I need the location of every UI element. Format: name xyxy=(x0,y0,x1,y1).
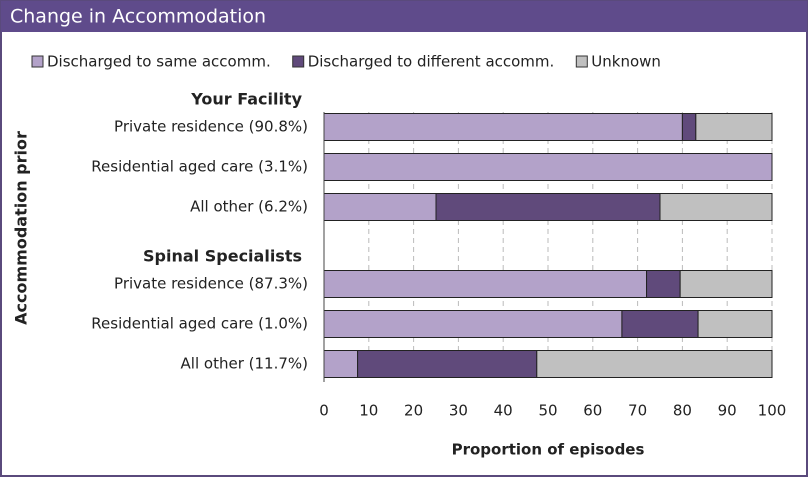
y-tick-label: Residential aged care (1.0%) xyxy=(91,315,308,333)
x-tick-label: 60 xyxy=(583,402,602,420)
y-tick-label: All other (11.7%) xyxy=(181,355,308,373)
y-tick-label: All other (6.2%) xyxy=(190,198,308,216)
x-tick-label: 20 xyxy=(404,402,423,420)
legend-swatch xyxy=(31,55,44,68)
legend-swatch xyxy=(575,55,588,68)
bar-segment xyxy=(323,153,773,181)
bar-segment xyxy=(679,270,773,298)
legend-swatch xyxy=(292,55,305,68)
bar-segment xyxy=(659,193,773,221)
bar-segment xyxy=(323,350,359,378)
group-label: Spinal Specialists xyxy=(143,247,302,266)
x-tick-label: 0 xyxy=(319,402,329,420)
chart-title: Change in Accommodation xyxy=(10,6,266,28)
legend-label: Discharged to different accomm. xyxy=(308,53,555,71)
title-bar xyxy=(1,1,807,32)
y-axis-title: Accommodation prior xyxy=(12,131,31,325)
bar-segment xyxy=(697,310,773,338)
x-tick-label: 50 xyxy=(538,402,557,420)
x-tick-label: 40 xyxy=(494,402,513,420)
legend-label: Discharged to same accomm. xyxy=(47,53,271,71)
bar-segment xyxy=(323,113,683,141)
bar-segment xyxy=(681,113,697,141)
bar-segment xyxy=(646,270,681,298)
bar-segment xyxy=(536,350,773,378)
bar-segment xyxy=(357,350,538,378)
bar-segment xyxy=(621,310,699,338)
x-tick-label: 80 xyxy=(673,402,692,420)
y-tick-label: Residential aged care (3.1%) xyxy=(91,158,308,176)
bar-segment xyxy=(435,193,661,221)
legend-label: Unknown xyxy=(591,53,661,71)
group-label: Your Facility xyxy=(190,90,302,109)
x-tick-label: 70 xyxy=(628,402,647,420)
bar-segment xyxy=(323,193,437,221)
x-tick-label: 10 xyxy=(359,402,378,420)
bar-segment xyxy=(323,270,648,298)
x-tick-label: 90 xyxy=(718,402,737,420)
x-axis-title: Proportion of episodes xyxy=(452,441,645,459)
y-tick-label: Private residence (87.3%) xyxy=(114,275,308,293)
y-tick-label: Private residence (90.8%) xyxy=(114,118,308,136)
x-tick-label: 30 xyxy=(449,402,468,420)
bar-segment xyxy=(695,113,773,141)
x-tick-label: 100 xyxy=(758,402,787,420)
bar-segment xyxy=(323,310,623,338)
